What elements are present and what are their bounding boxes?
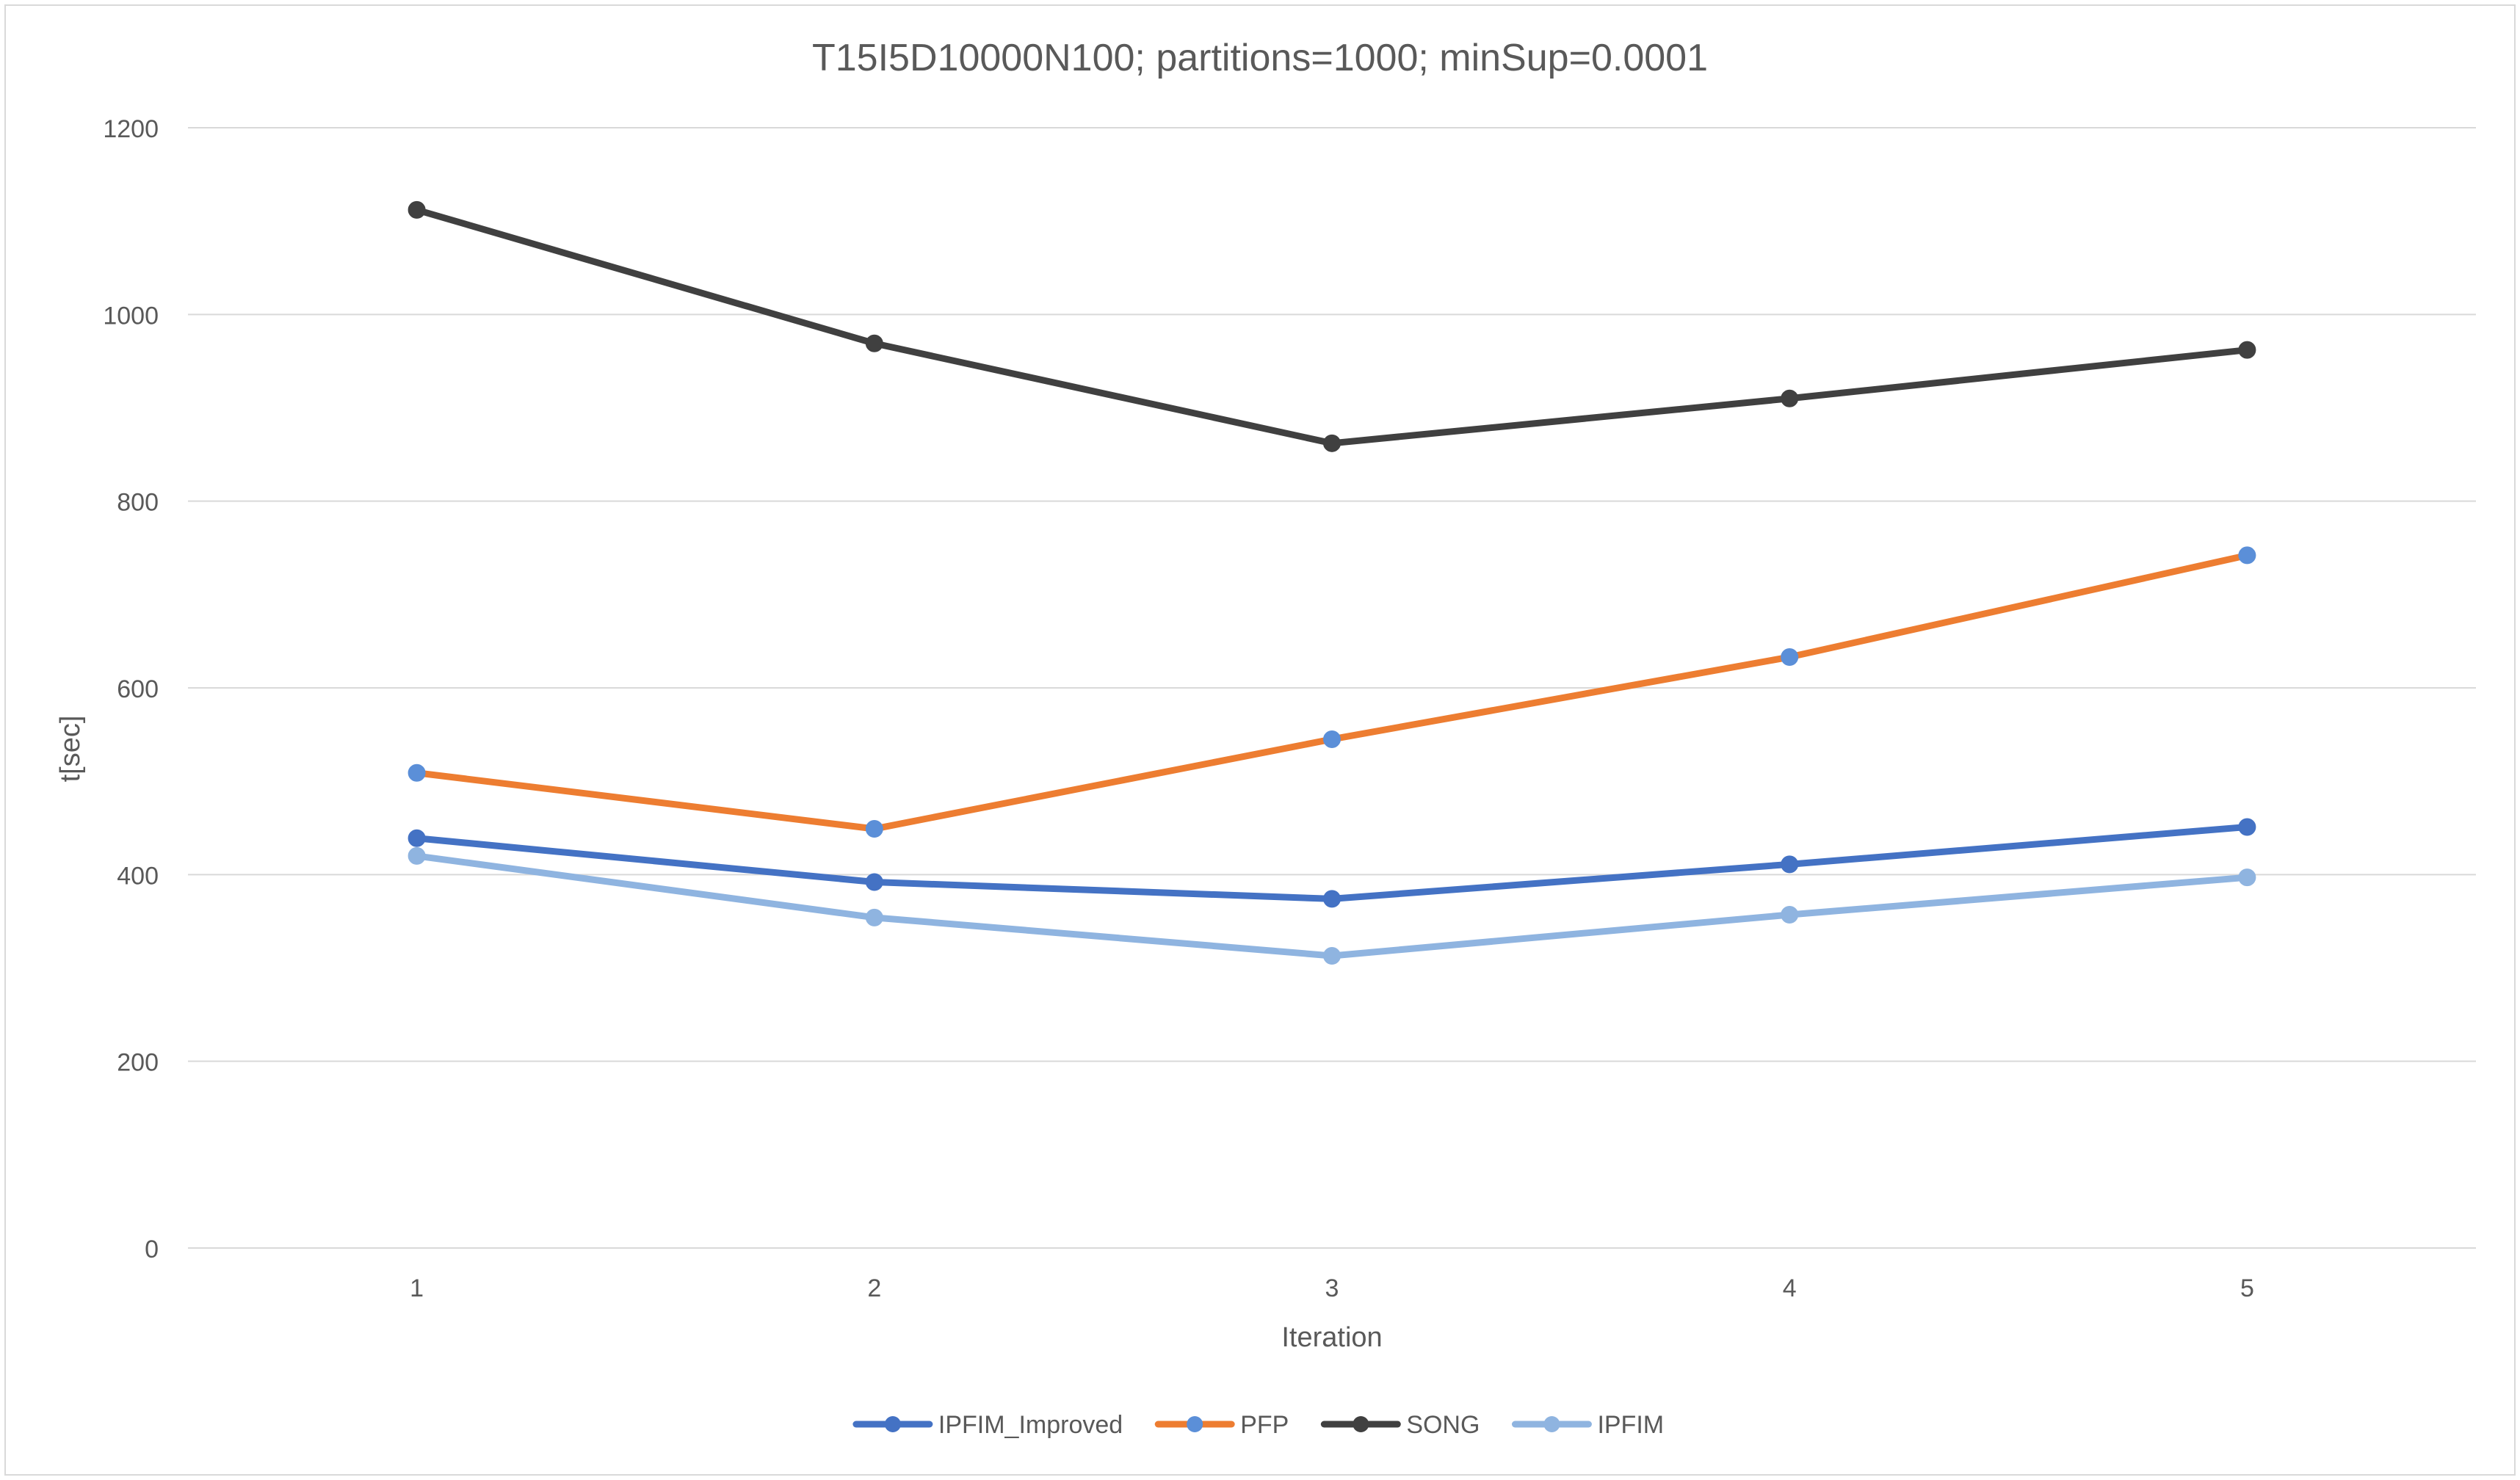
- legend: IPFIM_Improved PFP SONG IPFIM: [852, 1411, 1664, 1439]
- data-point-ipfim-1: [408, 846, 426, 865]
- legend-label-pfp: PFP: [1240, 1411, 1289, 1439]
- data-point-pfp-3: [1323, 730, 1341, 748]
- y-tick-label-1000: 1000: [103, 302, 159, 330]
- legend-label-ipfim: IPFIM: [1597, 1411, 1664, 1439]
- x-tick-label-1: 1: [410, 1274, 424, 1302]
- chart-title: T15I5D10000N100; partitions=1000; minSup…: [812, 37, 1708, 79]
- y-tick-label-600: 600: [117, 675, 159, 703]
- data-point-ipfim-improved-5: [2238, 818, 2256, 836]
- legend-label-ipfim-improved: IPFIM_Improved: [938, 1411, 1123, 1439]
- data-point-ipfim-improved-3: [1323, 890, 1341, 908]
- legend-item-ipfim: IPFIM: [1511, 1411, 1664, 1439]
- data-point-pfp-1: [408, 763, 426, 782]
- data-point-ipfim-improved-1: [408, 829, 426, 847]
- y-tick-label-0: 0: [145, 1236, 159, 1263]
- data-point-song-2: [865, 334, 883, 352]
- data-point-song-4: [1781, 389, 1799, 407]
- series-line-ipfim-improved: [413, 823, 2251, 902]
- series-line-song: [413, 206, 2251, 447]
- data-point-pfp-5: [2238, 546, 2256, 565]
- y-axis-label: t[sec]: [55, 716, 86, 783]
- series-lines: [413, 206, 2251, 960]
- x-tick-label-5: 5: [2240, 1274, 2254, 1302]
- data-point-song-3: [1323, 434, 1341, 452]
- data-point-ipfim-3: [1323, 946, 1341, 965]
- series-line-pfp: [413, 551, 2251, 832]
- x-axis-label: Iteration: [1281, 1322, 1382, 1353]
- y-tick-label-400: 400: [117, 862, 159, 890]
- x-tick-label-2: 2: [867, 1274, 881, 1302]
- data-point-ipfim-4: [1781, 906, 1799, 924]
- y-axis-tick-labels: 0 200 400 600 800 1000 1200: [103, 115, 159, 1263]
- legend-swatch-marker-song: [1353, 1416, 1369, 1432]
- x-axis-tick-labels: 1 2 3 4 5: [410, 1274, 2254, 1302]
- legend-item-pfp: PFP: [1154, 1411, 1289, 1439]
- x-tick-label-3: 3: [1325, 1274, 1339, 1302]
- data-point-ipfim-improved-2: [865, 873, 883, 891]
- series-markers: [408, 200, 2256, 965]
- gridlines: [188, 127, 2476, 1249]
- y-tick-label-200: 200: [117, 1049, 159, 1077]
- data-point-ipfim-5: [2238, 868, 2256, 887]
- legend-item-song: SONG: [1320, 1411, 1480, 1439]
- data-point-song-1: [408, 200, 426, 219]
- chart-area: [4, 4, 2516, 1476]
- data-point-ipfim-improved-4: [1781, 855, 1799, 874]
- legend-swatch-marker-ipfim: [1543, 1416, 1560, 1432]
- data-point-pfp-2: [865, 820, 883, 838]
- legend-swatch-marker-pfp: [1187, 1416, 1203, 1432]
- data-point-ipfim-2: [865, 908, 883, 926]
- legend-swatch-marker-ipfim-improved: [884, 1416, 901, 1432]
- x-tick-label-4: 4: [1783, 1274, 1797, 1302]
- y-tick-label-800: 800: [117, 489, 159, 517]
- data-point-pfp-4: [1781, 648, 1799, 667]
- legend-label-song: SONG: [1406, 1411, 1480, 1439]
- data-point-song-5: [2238, 341, 2256, 359]
- y-tick-label-1200: 1200: [103, 115, 159, 143]
- legend-item-ipfim-improved: IPFIM_Improved: [852, 1411, 1123, 1439]
